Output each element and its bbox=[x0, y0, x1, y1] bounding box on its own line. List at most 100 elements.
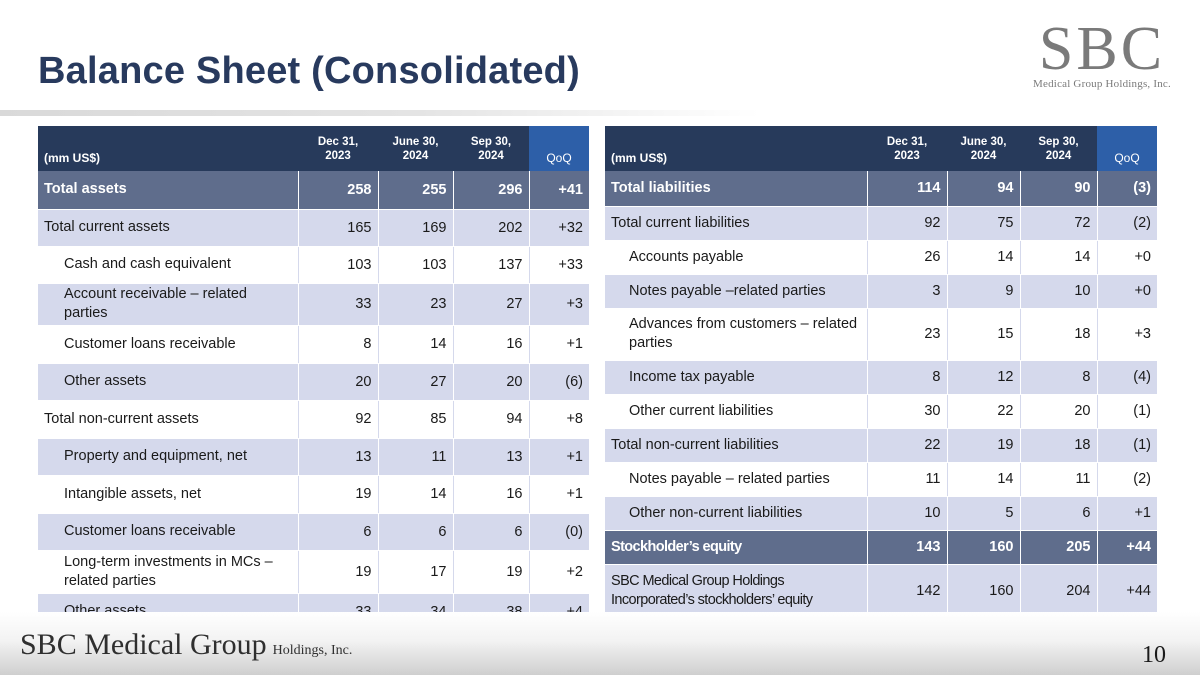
row-label: Customer loans receivable bbox=[38, 325, 299, 364]
cell-value: 94 bbox=[947, 171, 1021, 207]
cell-value: 26 bbox=[867, 240, 948, 275]
liabilities-table: (mm US$) Dec 31, 2023 June 30, 2024 Sep … bbox=[605, 126, 1157, 618]
cell-value: 11 bbox=[1020, 462, 1098, 497]
cell-qoq: +33 bbox=[529, 246, 589, 284]
cell-value: 255 bbox=[378, 171, 454, 210]
page-title: Balance Sheet (Consolidated) bbox=[38, 50, 580, 92]
table-row: SBC Medical Group Holdings Incorporated’… bbox=[605, 564, 1157, 618]
cell-qoq: +0 bbox=[1097, 240, 1157, 275]
cell-value: 22 bbox=[867, 428, 948, 463]
cell-qoq: +8 bbox=[529, 400, 589, 439]
footer-logo: SBC Medical Group Holdings, Inc. bbox=[20, 628, 352, 662]
col-header-dec-2023: Dec 31, 2023 bbox=[298, 126, 378, 171]
table-row: Total current liabilities 92 75 72 (2) bbox=[605, 206, 1157, 241]
table-row: Account receivable – related parties 33 … bbox=[38, 283, 589, 326]
row-label: Total non-current liabilities bbox=[605, 428, 868, 463]
row-label: Income tax payable bbox=[605, 360, 868, 395]
table-row: Property and equipment, net 13 11 13 +1 bbox=[38, 438, 589, 476]
cell-value: 17 bbox=[378, 550, 454, 594]
liabilities-header-row: (mm US$) Dec 31, 2023 June 30, 2024 Sep … bbox=[605, 126, 1157, 171]
assets-table: (mm US$) Dec 31, 2023 June 30, 2024 Sep … bbox=[38, 126, 589, 631]
cell-value: 202 bbox=[453, 209, 530, 247]
cell-value: 23 bbox=[867, 308, 948, 361]
col-header-sep-2024: Sep 30, 2024 bbox=[1020, 126, 1097, 171]
row-label: Customer loans receivable bbox=[38, 513, 299, 551]
row-label: Cash and cash equivalent bbox=[38, 246, 299, 284]
col-header-qoq: QoQ bbox=[529, 126, 589, 171]
cell-qoq: (3) bbox=[1097, 171, 1157, 207]
cell-value: 20 bbox=[453, 363, 530, 401]
cell-value: 75 bbox=[947, 206, 1021, 241]
table-row: Advances from customers – related partie… bbox=[605, 308, 1157, 361]
col-header-sep-2024: Sep 30, 2024 bbox=[453, 126, 529, 171]
table-row: Other current liabilities 30 22 20 (1) bbox=[605, 394, 1157, 429]
cell-qoq: (0) bbox=[529, 513, 589, 551]
cell-value: 23 bbox=[378, 283, 454, 326]
cell-value: 12 bbox=[947, 360, 1021, 395]
cell-value: 204 bbox=[1020, 564, 1098, 618]
cell-value: 14 bbox=[947, 240, 1021, 275]
cell-value: 8 bbox=[298, 325, 379, 364]
row-label: Total current assets bbox=[38, 209, 299, 247]
cell-value: 143 bbox=[867, 530, 948, 565]
table-row: Notes payable – related parties 11 14 11… bbox=[605, 462, 1157, 497]
table-row: Notes payable –related parties 3 9 10 +0 bbox=[605, 274, 1157, 309]
row-label: Stockholder’s equity bbox=[605, 530, 868, 565]
unit-label: (mm US$) bbox=[605, 126, 867, 171]
table-row: Cash and cash equivalent 103 103 137 +33 bbox=[38, 246, 589, 284]
cell-value: 33 bbox=[298, 283, 379, 326]
row-label: Total assets bbox=[38, 171, 299, 210]
row-label: Other non-current liabilities bbox=[605, 496, 868, 531]
cell-value: 10 bbox=[1020, 274, 1098, 309]
table-row: Other assets 20 27 20 (6) bbox=[38, 363, 589, 401]
cell-value: 169 bbox=[378, 209, 454, 247]
cell-value: 3 bbox=[867, 274, 948, 309]
cell-value: 27 bbox=[453, 283, 530, 326]
row-label: Total non-current assets bbox=[38, 400, 299, 439]
cell-value: 258 bbox=[298, 171, 379, 210]
logo-subtitle: Medical Group Holdings, Inc. bbox=[1033, 78, 1171, 90]
cell-qoq: (2) bbox=[1097, 462, 1157, 497]
cell-value: 6 bbox=[1020, 496, 1098, 531]
cell-value: 142 bbox=[867, 564, 948, 618]
cell-qoq: +1 bbox=[1097, 496, 1157, 531]
cell-value: 27 bbox=[378, 363, 454, 401]
cell-qoq: +3 bbox=[1097, 308, 1157, 361]
company-logo: SBC Medical Group Holdings, Inc. bbox=[1032, 18, 1172, 90]
col-header-jun-2024: June 30, 2024 bbox=[378, 126, 453, 171]
cell-value: 20 bbox=[298, 363, 379, 401]
row-label: Total liabilities bbox=[605, 171, 868, 207]
cell-qoq: +2 bbox=[529, 550, 589, 594]
cell-value: 9 bbox=[947, 274, 1021, 309]
cell-value: 14 bbox=[947, 462, 1021, 497]
cell-qoq: +44 bbox=[1097, 564, 1157, 618]
cell-value: 20 bbox=[1020, 394, 1098, 429]
cell-qoq: +32 bbox=[529, 209, 589, 247]
cell-qoq: +41 bbox=[529, 171, 589, 210]
cell-qoq: (1) bbox=[1097, 394, 1157, 429]
cell-qoq: +3 bbox=[529, 283, 589, 326]
row-label: SBC Medical Group Holdings Incorporated’… bbox=[605, 564, 868, 618]
cell-value: 90 bbox=[1020, 171, 1098, 207]
cell-qoq: +44 bbox=[1097, 530, 1157, 565]
cell-value: 15 bbox=[947, 308, 1021, 361]
cell-value: 10 bbox=[867, 496, 948, 531]
cell-value: 19 bbox=[298, 550, 379, 594]
cell-value: 205 bbox=[1020, 530, 1098, 565]
row-label: Other assets bbox=[38, 363, 299, 401]
row-label: Intangible assets, net bbox=[38, 475, 299, 514]
table-row: Total assets 258 255 296 +41 bbox=[38, 171, 589, 210]
cell-value: 11 bbox=[867, 462, 948, 497]
table-row: Income tax payable 8 12 8 (4) bbox=[605, 360, 1157, 395]
row-label: Advances from customers – related partie… bbox=[605, 308, 868, 361]
cell-qoq: +0 bbox=[1097, 274, 1157, 309]
table-row: Other non-current liabilities 10 5 6 +1 bbox=[605, 496, 1157, 531]
cell-value: 160 bbox=[947, 530, 1021, 565]
col-header-qoq: QoQ bbox=[1097, 126, 1157, 171]
row-label: Accounts payable bbox=[605, 240, 868, 275]
row-label: Property and equipment, net bbox=[38, 438, 299, 476]
logo-wordmark: SBC bbox=[1038, 15, 1166, 83]
cell-value: 18 bbox=[1020, 428, 1098, 463]
footer-band bbox=[0, 612, 1200, 675]
col-header-jun-2024: June 30, 2024 bbox=[947, 126, 1020, 171]
